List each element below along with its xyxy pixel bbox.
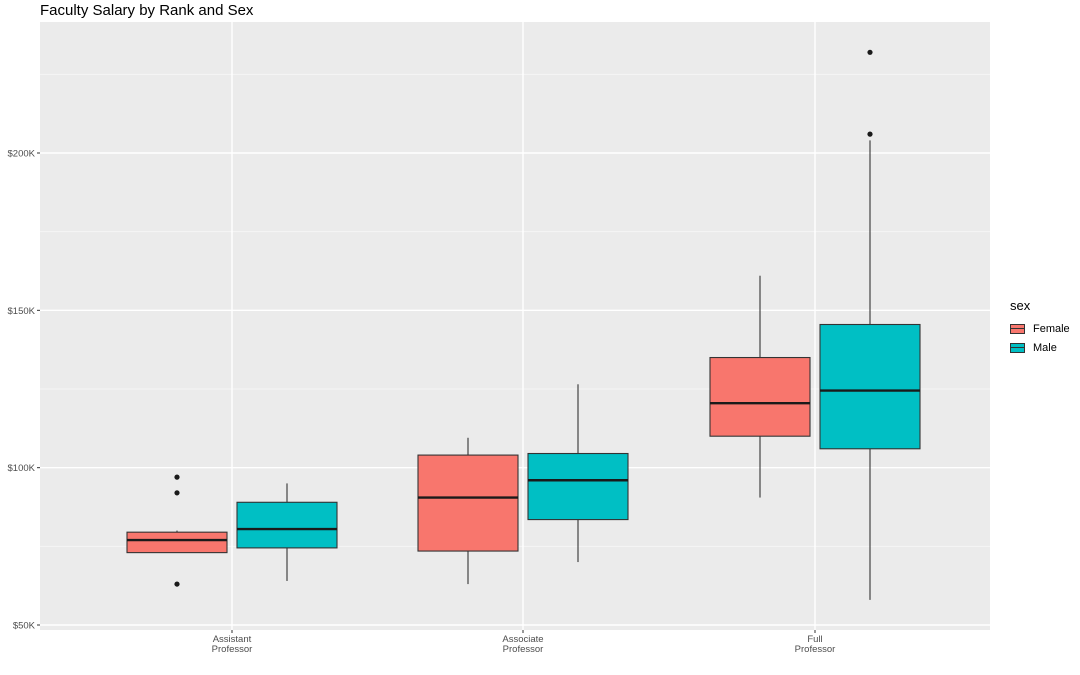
chart-title: Faculty Salary by Rank and Sex (40, 2, 254, 19)
outlier-point (867, 49, 873, 55)
box-female (709, 356, 811, 437)
x-tick-label: Associate (502, 634, 543, 645)
legend-item-female: Female (1010, 319, 1070, 338)
box-female (417, 454, 519, 552)
outlier-point (174, 581, 180, 587)
box-male (236, 501, 338, 549)
outlier-point (174, 474, 180, 480)
y-tick-label: $200K (8, 149, 36, 160)
y-tick-label: $100K (8, 463, 36, 474)
legend-label-female: Female (1033, 322, 1070, 335)
x-tick-label: Assistant (213, 634, 252, 645)
box-male (819, 323, 921, 450)
legend-label-male: Male (1033, 341, 1057, 354)
legend-key-male (1010, 342, 1025, 353)
box-female (126, 531, 228, 554)
legend-key-female (1010, 323, 1025, 334)
outlier-point (867, 131, 873, 137)
outlier-point (174, 490, 180, 496)
legend-title: sex (1010, 298, 1031, 313)
box-male (527, 452, 629, 521)
legend: sex Female Male (1010, 298, 1070, 357)
x-tick-label: Full (807, 634, 822, 645)
y-tick-label: $50K (13, 621, 36, 632)
x-tick-label: Professor (503, 644, 544, 655)
x-tick-label: Professor (795, 644, 836, 655)
x-tick-label: Professor (212, 644, 253, 655)
y-tick-label: $150K (8, 306, 36, 317)
legend-item-male: Male (1010, 338, 1070, 357)
